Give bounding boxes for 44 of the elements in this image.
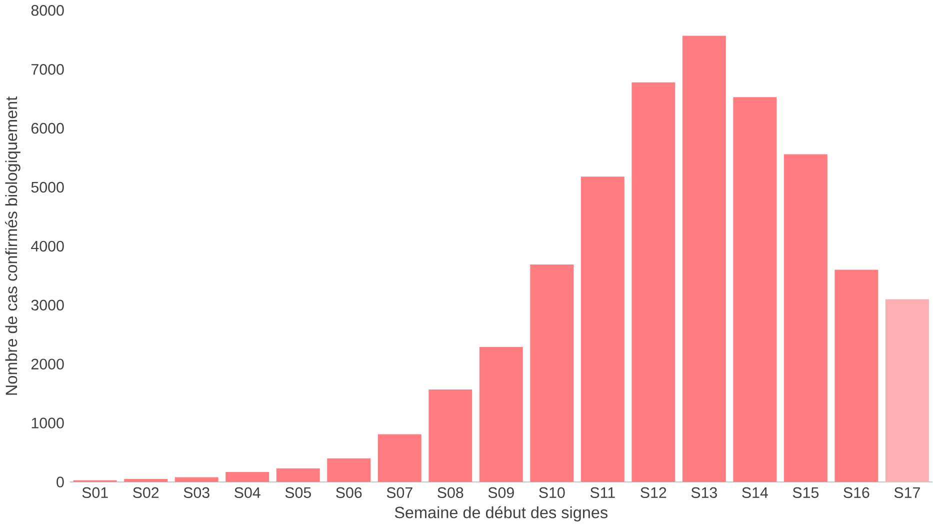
bar: [226, 472, 270, 482]
x-axis-title: Semaine de début des signes: [394, 506, 608, 522]
bar: [682, 36, 726, 482]
y-tick-label: 8000: [31, 5, 64, 16]
bar: [276, 468, 320, 482]
bar: [885, 299, 929, 482]
y-tick-label: 5000: [31, 182, 64, 193]
y-axis-title: Nombre de cas confirmés biologiquement: [5, 96, 20, 395]
x-tick-label: S07: [386, 487, 412, 498]
y-tick-label: 0: [56, 476, 64, 488]
bar: [530, 264, 574, 482]
bar: [784, 154, 828, 482]
y-tick-label: 4000: [31, 241, 64, 252]
x-tick-label: S16: [844, 487, 870, 498]
y-tick-label: 1000: [32, 418, 64, 429]
bar: [174, 478, 218, 482]
x-tick-label: S05: [285, 487, 311, 498]
x-tick-label: S13: [691, 487, 717, 498]
y-tick-label: 2000: [31, 358, 64, 370]
y-tick-label: 3000: [31, 300, 64, 311]
bar: [580, 176, 624, 482]
x-tick-label: S01: [82, 487, 108, 498]
bar: [733, 97, 777, 482]
x-tick-label: S12: [640, 487, 666, 498]
y-tick-label: 6000: [31, 123, 64, 134]
x-tick-label: S10: [539, 487, 565, 498]
x-tick-label: S11: [590, 487, 615, 498]
bar: [632, 82, 676, 482]
x-tick-label: S15: [792, 487, 819, 498]
bar: [479, 347, 523, 482]
y-tick-label: 7000: [31, 64, 64, 75]
x-tick-label: S06: [336, 487, 362, 498]
x-tick-label: S03: [184, 487, 210, 498]
x-tick-label: S14: [742, 487, 768, 498]
x-tick-label: S04: [234, 487, 260, 498]
bar: [124, 479, 168, 482]
bar: [378, 434, 422, 482]
x-tick-label: S17: [894, 487, 920, 498]
bar: [327, 458, 371, 482]
x-tick-label: S02: [133, 487, 159, 498]
x-tick-label: S09: [488, 487, 514, 498]
x-tick-label: S08: [438, 487, 464, 498]
bar: [834, 270, 878, 482]
bar: [428, 390, 472, 482]
